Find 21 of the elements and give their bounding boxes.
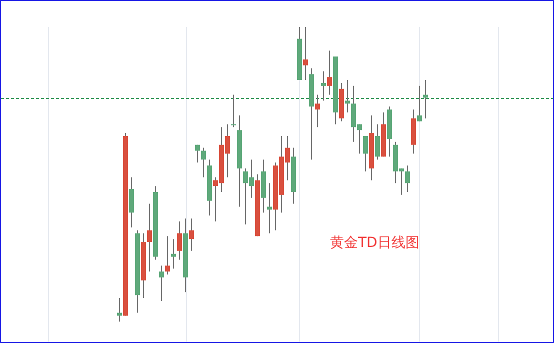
candlestick [303,26,308,81]
candlestick [417,85,422,122]
candlestick [231,94,236,128]
candlestick [267,182,272,234]
candlestick [363,136,368,172]
candlestick [189,218,194,252]
candlestick [321,70,326,102]
candlestick [147,203,152,272]
candlestick [165,236,170,275]
candlestick [327,50,332,96]
annotation: 黄金TD日线图 [330,234,420,252]
candlestick [201,147,206,178]
candlestick [129,176,134,228]
candlestick [375,124,380,160]
candlestick [345,80,350,113]
candlestick [315,94,320,128]
candlestick [177,220,182,260]
candlestick [195,144,200,164]
candlestick [159,265,164,302]
candlestick [171,238,176,270]
candlestick [405,164,410,192]
